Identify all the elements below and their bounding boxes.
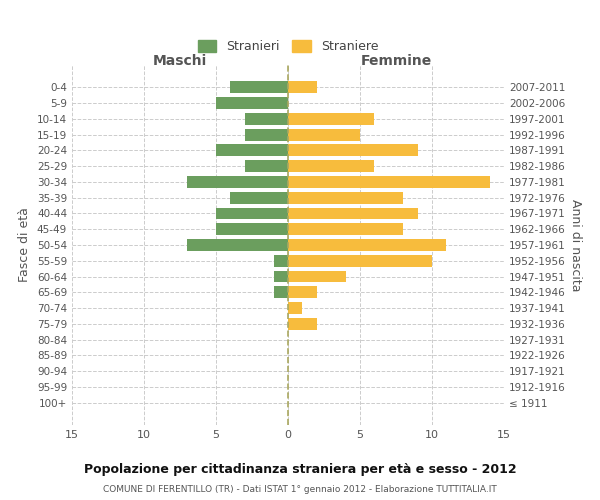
Bar — [245, 160, 288, 172]
Bar — [288, 255, 432, 266]
Bar — [245, 113, 288, 124]
Bar — [288, 286, 317, 298]
Bar — [288, 128, 360, 140]
Bar — [274, 255, 288, 266]
Bar — [288, 113, 374, 124]
Bar — [288, 208, 418, 220]
Bar — [288, 160, 374, 172]
Text: Popolazione per cittadinanza straniera per età e sesso - 2012: Popolazione per cittadinanza straniera p… — [83, 462, 517, 475]
Bar — [274, 270, 288, 282]
Bar — [274, 286, 288, 298]
Text: Maschi: Maschi — [153, 54, 207, 68]
Y-axis label: Anni di nascita: Anni di nascita — [569, 198, 582, 291]
Bar — [288, 176, 490, 188]
Legend: Stranieri, Straniere: Stranieri, Straniere — [193, 35, 383, 58]
Bar — [216, 144, 288, 156]
Bar — [288, 144, 418, 156]
Bar — [288, 224, 403, 235]
Bar — [187, 239, 288, 251]
Bar — [216, 224, 288, 235]
Bar — [288, 82, 317, 93]
Text: Femmine: Femmine — [361, 54, 431, 68]
Bar — [288, 192, 403, 203]
Bar — [216, 97, 288, 109]
Text: COMUNE DI FERENTILLO (TR) - Dati ISTAT 1° gennaio 2012 - Elaborazione TUTTITALIA: COMUNE DI FERENTILLO (TR) - Dati ISTAT 1… — [103, 485, 497, 494]
Bar — [230, 192, 288, 203]
Bar — [187, 176, 288, 188]
Bar — [245, 128, 288, 140]
Bar — [288, 318, 317, 330]
Bar — [288, 239, 446, 251]
Bar — [288, 270, 346, 282]
Bar — [288, 302, 302, 314]
Y-axis label: Fasce di età: Fasce di età — [19, 208, 31, 282]
Bar — [216, 208, 288, 220]
Bar — [230, 82, 288, 93]
